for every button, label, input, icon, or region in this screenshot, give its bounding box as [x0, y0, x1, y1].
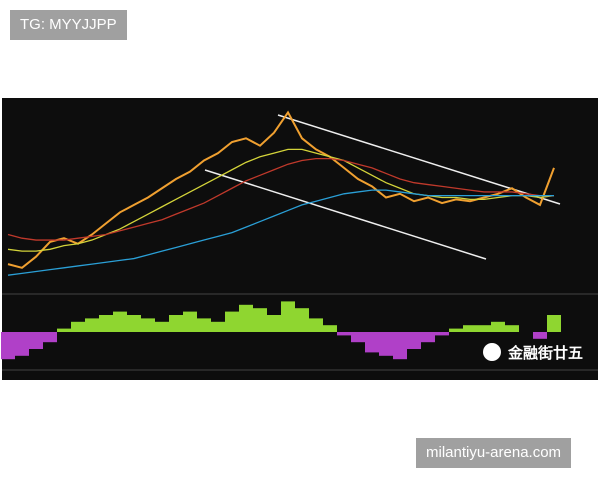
macd-bar	[463, 325, 477, 332]
macd-bar	[351, 332, 365, 343]
macd-bar	[365, 332, 379, 353]
series-line	[7, 148, 555, 252]
macd-bar	[71, 321, 85, 332]
macd-bar	[533, 332, 547, 339]
macd-bar	[155, 321, 169, 332]
macd-bar	[113, 311, 127, 332]
macd-bar	[337, 332, 351, 336]
macd-bar	[15, 332, 29, 356]
watermark-icon	[483, 343, 501, 361]
macd-bar	[141, 318, 155, 332]
macd-bar	[99, 315, 113, 332]
series-line	[7, 158, 554, 241]
macd-bar	[309, 318, 323, 332]
series-line	[7, 110, 555, 269]
macd-bar	[505, 325, 519, 332]
macd-bar	[169, 315, 183, 332]
chart-background	[2, 98, 598, 380]
series-line	[7, 189, 554, 276]
chart: 金融街廿五	[1, 98, 598, 380]
macd-bar	[29, 332, 43, 349]
macd-bar	[281, 301, 295, 332]
macd-bar	[239, 304, 253, 332]
macd-bar	[379, 332, 393, 356]
macd-bar	[547, 315, 561, 332]
plot-area	[1, 110, 561, 360]
macd-bar	[491, 321, 505, 332]
badge: TG: MYYJJPP	[10, 10, 127, 40]
trend-line	[204, 169, 487, 260]
macd-bar	[393, 332, 407, 360]
macd-bar	[449, 328, 463, 332]
macd-bar	[253, 308, 267, 332]
macd-bar	[183, 311, 197, 332]
macd-bar	[1, 332, 15, 360]
site-label: milantiyu-arena.com	[416, 438, 572, 468]
macd-bar	[421, 332, 435, 343]
macd-bar	[43, 332, 57, 343]
macd-bar	[127, 315, 141, 332]
macd-bar	[295, 308, 309, 332]
macd-bar	[267, 315, 281, 332]
watermark: 金融街廿五	[507, 344, 583, 362]
macd-bar	[225, 311, 239, 332]
macd-bar	[57, 328, 71, 332]
macd-bar	[407, 332, 421, 349]
macd-bar	[323, 325, 337, 332]
macd-bar	[85, 318, 99, 332]
macd-bar	[211, 321, 225, 332]
macd-bar	[477, 325, 491, 332]
macd-bar	[197, 318, 211, 332]
macd-bar	[435, 332, 449, 336]
